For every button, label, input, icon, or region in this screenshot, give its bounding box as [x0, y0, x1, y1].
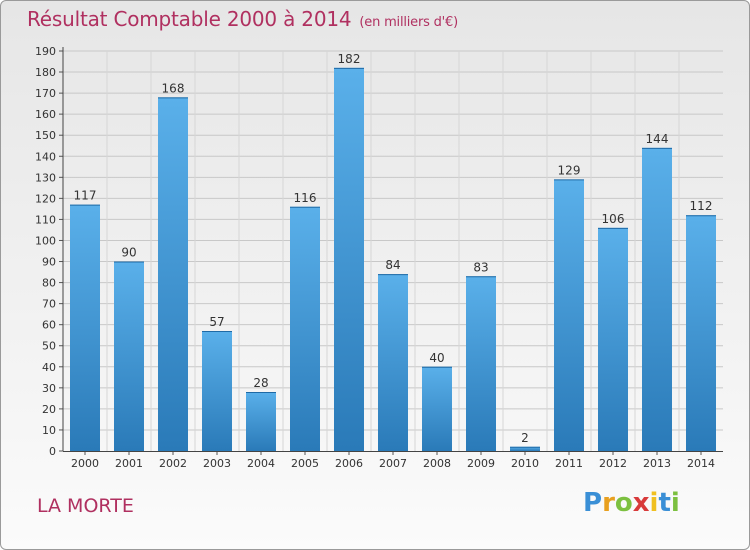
y-tick-label: 40 [42, 361, 56, 374]
y-tick-label: 60 [42, 319, 56, 332]
x-tick-label: 2012 [599, 457, 627, 470]
logo-letter: x [632, 488, 650, 518]
bar-value-label: 182 [338, 52, 361, 66]
y-tick-label: 70 [42, 298, 56, 311]
bar-value-label: 90 [121, 246, 136, 260]
chart-title: Résultat Comptable 2000 à 2014 (en millie… [27, 7, 458, 31]
bar-2005 [290, 206, 320, 451]
bar-value-label: 144 [646, 132, 669, 146]
x-tick-label: 2003 [203, 457, 231, 470]
bar-value-label: 117 [74, 189, 97, 203]
bar-2009 [466, 276, 496, 451]
bar-value-label: 116 [294, 191, 317, 205]
bar-2011 [554, 179, 584, 451]
bar-value-label: 28 [253, 376, 268, 390]
y-tick-label: 170 [35, 87, 56, 100]
y-tick-label: 120 [35, 192, 56, 205]
y-tick-label: 140 [35, 150, 56, 163]
y-tick-label: 0 [49, 445, 56, 458]
x-tick-label: 2007 [379, 457, 407, 470]
bar-2006 [334, 67, 364, 451]
bar-2014 [686, 215, 716, 451]
bar-value-label: 40 [429, 351, 444, 365]
bar-2012 [598, 227, 628, 451]
bar-value-label: 2 [521, 431, 529, 445]
y-tick-label: 150 [35, 129, 56, 142]
logo-letter: P [583, 488, 603, 518]
bar-value-label: 168 [162, 81, 185, 95]
logo-letter: t [658, 488, 671, 518]
x-tick-label: 2001 [115, 457, 143, 470]
logo-letter: i [670, 488, 680, 518]
axes: 0 10 20 30 40 50 60 70 80 90 100 110 120 130 140 150 160… [35, 45, 723, 470]
bar-2003 [202, 331, 232, 451]
commune-name: LA MORTE [37, 495, 134, 517]
bar-value-label: 57 [209, 315, 224, 329]
bar-value-label: 84 [385, 258, 400, 272]
x-tick-label: 2013 [643, 457, 671, 470]
x-tick-label: 2005 [291, 457, 319, 470]
x-tick-label: 2009 [467, 457, 495, 470]
bar-value-label: 129 [558, 163, 581, 177]
bar-value-label: 112 [690, 199, 713, 213]
bar-value-label: 83 [473, 260, 488, 274]
logo-letter: i [649, 488, 659, 518]
y-tick-label: 90 [42, 256, 56, 269]
bar-2013 [642, 147, 672, 451]
y-tick-label: 110 [35, 213, 56, 226]
bar-2007 [378, 274, 408, 451]
y-tick-label: 180 [35, 66, 56, 79]
x-tick-label: 2000 [71, 457, 99, 470]
x-tick-label: 2002 [159, 457, 187, 470]
bar-2000 [70, 204, 100, 451]
bar-2008 [422, 366, 452, 451]
chart-subtitle: (en milliers d'€) [359, 15, 458, 30]
y-tick-label: 100 [35, 234, 56, 247]
bar-2010 [510, 446, 540, 451]
proxiti-logo: Proxiti [583, 488, 680, 518]
x-tick-label: 2010 [511, 457, 539, 470]
y-tick-label: 130 [35, 171, 56, 184]
logo-letter: r [602, 488, 615, 518]
y-tick-label: 30 [42, 382, 56, 395]
x-tick-label: 2006 [335, 457, 363, 470]
bar-2002 [158, 97, 188, 451]
x-tick-label: 2014 [687, 457, 715, 470]
bar-2004 [246, 392, 276, 451]
x-tick-label: 2011 [555, 457, 583, 470]
y-tick-label: 20 [42, 403, 56, 416]
bar-2001 [114, 261, 144, 451]
x-tick-label: 2004 [247, 457, 275, 470]
y-tick-label: 160 [35, 108, 56, 121]
y-tick-label: 190 [35, 45, 56, 58]
bars: 117 90 168 57 28 116 182 84 40 83 2 129 106 144 112 [70, 52, 716, 451]
y-tick-label: 50 [42, 340, 56, 353]
bar-value-label: 106 [602, 212, 625, 226]
y-tick-label: 80 [42, 277, 56, 290]
logo-letter: o [614, 488, 633, 518]
x-tick-label: 2008 [423, 457, 451, 470]
chart-title-text: Résultat Comptable 2000 à 2014 [27, 7, 352, 31]
y-tick-label: 10 [42, 424, 56, 437]
